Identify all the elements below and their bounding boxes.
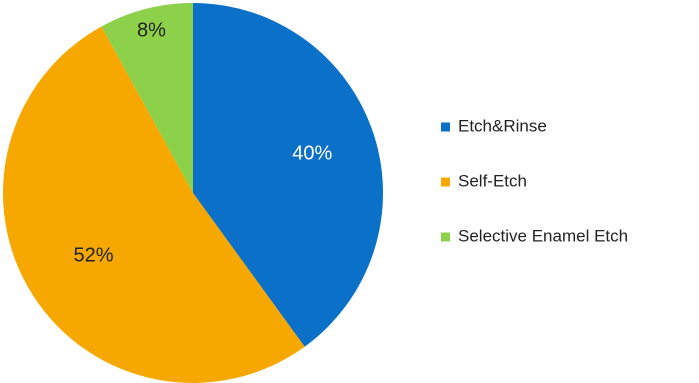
pie-slice-selective-enamel-etch (101, 3, 193, 193)
legend-label: Etch&Rinse (458, 116, 547, 135)
legend-swatch (441, 122, 450, 132)
legend: Etch&Rinse Self-Etch Selective Enamel Etch (441, 116, 628, 245)
legend-item: Etch&Rinse (441, 116, 547, 135)
pie-slice-self-etch (3, 26, 305, 383)
pie-slices (3, 3, 383, 383)
legend-label: Selective Enamel Etch (458, 226, 628, 245)
legend-item: Selective Enamel Etch (441, 226, 628, 245)
pie-slice-etch-rinse (193, 3, 383, 347)
legend-label: Self-Etch (458, 171, 527, 190)
slice-label-self-etch: 52% (74, 244, 114, 266)
pie-slice-labels: 40% 52% 8% (74, 19, 333, 266)
legend-swatch (441, 232, 450, 242)
legend-item: Self-Etch (441, 171, 527, 190)
slice-label-etch-rinse: 40% (292, 143, 332, 165)
legend-swatch (441, 177, 450, 187)
slice-label-selective-enamel-etch: 8% (137, 19, 166, 41)
